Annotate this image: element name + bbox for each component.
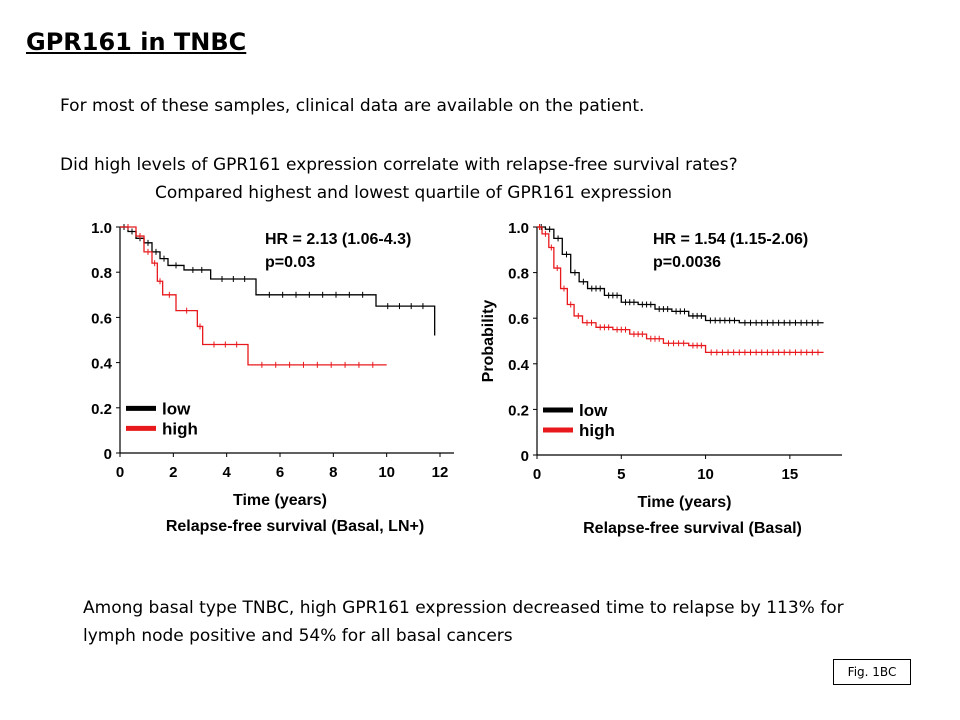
x-tick-label: 8 xyxy=(329,464,337,481)
series-high-line xyxy=(120,226,387,366)
x-tick-label: 15 xyxy=(782,466,799,483)
y-axis-label: Probability xyxy=(480,300,497,383)
y-tick-label: 1.0 xyxy=(508,220,529,237)
y-tick-label: 0.2 xyxy=(508,402,529,419)
series-high-line xyxy=(537,226,824,354)
legend-label-low: low xyxy=(579,401,608,420)
km-chart-basal: 0 0.2 0.4 0.6 0.8 1.0 0 5 10 15 Time (years) Relaps… xyxy=(480,220,842,537)
x-tick-label: 6 xyxy=(276,464,284,481)
y-tick-label: 0.2 xyxy=(91,401,112,418)
legend-label-low: low xyxy=(162,399,191,418)
x-tick-label: 0 xyxy=(116,464,124,481)
y-tick-label: 0.6 xyxy=(91,310,112,327)
hazard-ratio-label: HR = 1.54 (1.15-2.06) xyxy=(653,231,808,248)
x-tick-label: 2 xyxy=(169,464,177,481)
x-tick-label: 0 xyxy=(533,466,541,483)
y-tick-label: 0.4 xyxy=(508,357,530,374)
legend-label-high: high xyxy=(579,421,615,440)
p-value-label: p=0.03 xyxy=(265,254,315,271)
hazard-ratio-label: HR = 2.13 (1.06-4.3) xyxy=(265,231,411,248)
x-tick-label: 12 xyxy=(432,464,449,481)
x-tick-label: 4 xyxy=(222,464,231,481)
y-tick-label: 1.0 xyxy=(91,220,112,237)
y-tick-label: 0.8 xyxy=(91,265,112,282)
figure-reference: Fig. 1BC xyxy=(833,659,911,685)
y-tick-label: 0 xyxy=(104,446,112,463)
x-tick-label: 5 xyxy=(617,466,625,483)
legend-label-high: high xyxy=(162,419,198,438)
km-chart-ln-positive: 0 0.2 0.4 0.6 0.8 1.0 0 2 4 6 8 10 12 Time (years) Rel… xyxy=(91,220,454,535)
x-axis-label: Time (years) xyxy=(233,492,327,509)
method-text: Compared highest and lowest quartile of … xyxy=(155,183,673,203)
x-axis-label: Time (years) xyxy=(638,494,732,511)
chart-title: Relapse-free survival (Basal) xyxy=(583,520,802,537)
x-tick-label: 10 xyxy=(697,466,714,483)
chart-title: Relapse-free survival (Basal, LN+) xyxy=(166,518,424,535)
y-tick-label: 0.6 xyxy=(508,311,529,328)
y-tick-label: 0.8 xyxy=(508,266,529,283)
y-tick-label: 0.4 xyxy=(91,356,113,373)
slide-title: GPR161 in TNBC xyxy=(26,28,247,56)
question-text: Did high levels of GPR161 expression cor… xyxy=(60,155,738,175)
intro-text: For most of these samples, clinical data… xyxy=(60,96,645,116)
p-value-label: p=0.0036 xyxy=(653,254,721,271)
x-tick-label: 10 xyxy=(378,464,395,481)
y-tick-label: 0 xyxy=(521,448,529,465)
summary-text: Among basal type TNBC, high GPR161 expre… xyxy=(83,598,844,646)
